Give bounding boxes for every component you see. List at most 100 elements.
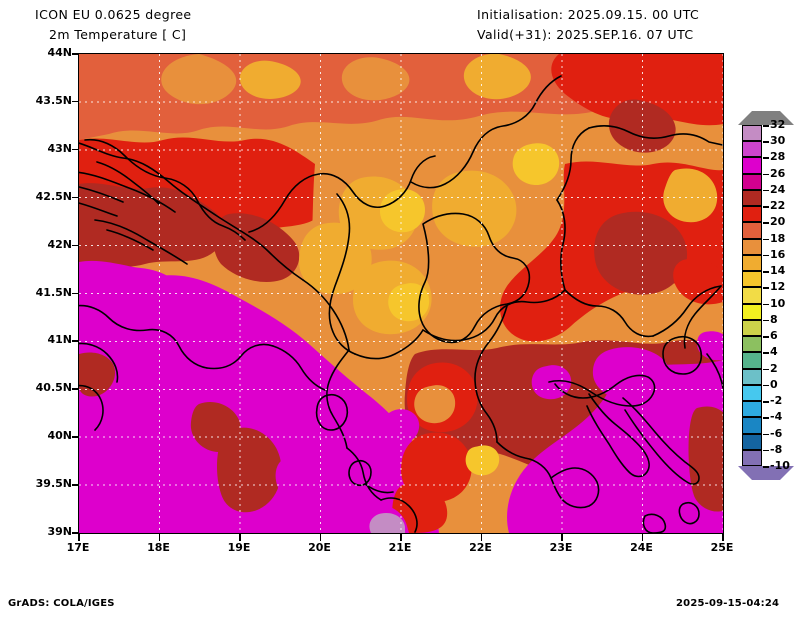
colorbar-segment [742,449,762,466]
x-tick-mark [158,533,160,541]
y-tick-mark [72,53,79,55]
colorbar-tick-mark [763,141,769,143]
colorbar-tick-mark [763,401,769,403]
colorbar-tick-mark [763,254,769,257]
colorbar-tick-mark [763,319,769,322]
x-tick-mark [319,533,321,541]
colorbar-tick-mark [763,287,769,289]
colorbar-tick-label: 18 [770,231,786,245]
colorbar-tick-mark [763,206,769,208]
colorbar: 32 30 28 26 24 22 20 18 16 14 12 10 8 6 4 2 0 -2 -4 -6 -8 -10 [738,111,794,480]
x-tick-mark [722,533,724,541]
colorbar-tick-mark [763,157,769,159]
colorbar-tick-mark [763,125,769,127]
y-tick-label: 43.5N [35,93,72,107]
colorbar-tick-label: 12 [770,280,786,294]
map-canvas [79,54,723,533]
colorbar-tick-label: 28 [770,150,786,164]
x-tick-label: 24E [630,541,653,554]
colorbar-tick-label: 8 [770,312,778,326]
x-tick-mark [641,533,643,541]
y-tick-mark [72,388,79,390]
colorbar-tick-label: -4 [770,410,783,424]
colorbar-tick-label: -2 [770,394,783,408]
colorbar-tick-mark [763,271,769,273]
colorbar-tick-label: 14 [770,264,786,278]
colorbar-segment [742,206,762,223]
valid-time: Valid(+31): 2025.SEP.16. 07 UTC [477,27,694,42]
colorbar-segment [742,417,762,434]
colorbar-segment [742,222,762,239]
colorbar-segment [742,384,762,402]
colorbar-segment [742,433,762,450]
y-tick-label: 39.5N [35,477,72,491]
colorbar-tick-mark [763,417,769,419]
colorbar-tick-label: 4 [770,345,778,359]
colorbar-segment [742,189,762,207]
grid-lines [79,54,723,533]
colorbar-segment [742,303,762,320]
colorbar-segment [742,287,762,304]
colorbar-tick-mark [763,466,769,468]
temperature-map [78,53,724,534]
colorbar-tick-label: 16 [770,247,786,261]
y-tick-label: 42.5N [35,189,72,203]
colorbar-segment [742,319,762,337]
colorbar-segment [742,336,762,353]
y-tick-label: 40N [47,429,72,443]
y-tick-mark [72,436,79,438]
footer-timestamp: 2025-09-15-04:24 [676,598,780,609]
colorbar-tick-label: 24 [770,182,786,196]
model-title: ICON EU 0.0625 degree [35,7,192,22]
y-tick-mark [72,340,79,342]
coastline-layer [79,75,723,533]
colorbar-tick-label: 6 [770,329,778,343]
colorbar-tick-label: 26 [770,166,786,180]
x-tick-mark [239,533,241,541]
y-tick-mark [72,196,79,199]
footer-credit: GrADS: COLA/IGES [8,598,115,609]
x-tick-mark [561,533,563,541]
colorbar-tick-mark [763,336,769,338]
y-axis: 39N 39.5N 40N 40.5N 41N 41.5N 42N 42.5N 43N 43.5N… [0,0,79,618]
colorbar-tick-label: 32 [770,118,786,131]
y-tick-label: 40.5N [35,381,72,395]
colorbar-segment [742,141,762,158]
colorbar-tick-mark [763,384,769,387]
x-tick-mark [78,533,80,541]
colorbar-segment [742,368,762,385]
x-tick-label: 17E [66,541,90,554]
colorbar-tick-mark [763,352,769,354]
colorbar-tick-label: 2 [770,361,778,375]
x-tick-label: 23E [549,541,573,554]
colorbar-segment [742,271,762,288]
x-tick-label: 22E [469,541,492,554]
colorbar-tick-label: 10 [770,296,786,310]
y-tick-label: 39N [47,525,72,538]
x-tick-mark [480,533,482,541]
y-tick-mark [72,292,79,294]
colorbar-bottom-arrow [738,466,794,480]
x-tick-label: 25E [710,541,734,554]
colorbar-segment [742,157,762,174]
colorbar-tick-label: 20 [770,215,786,229]
colorbar-tick-label: 30 [770,134,786,148]
x-tick-mark [400,533,402,541]
colorbar-segment [742,352,762,369]
colorbar-tick-mark [763,173,769,176]
colorbar-top-arrow [738,111,794,125]
colorbar-segment [742,173,762,190]
colorbar-tick-label: -6 [770,426,783,440]
x-tick-label: 18E [147,541,170,554]
colorbar-tick-label: -10 [770,459,790,472]
colorbar-tick-label: -8 [770,442,783,456]
colorbar-tick-mark [763,449,769,452]
colorbar-tick-mark [763,368,769,371]
y-tick-label: 43N [47,141,72,155]
colorbar-tick-mark [763,238,769,241]
colorbar-segment [742,238,762,255]
y-tick-label: 42N [47,237,72,251]
x-tick-label: 20E [308,541,331,554]
colorbar-tick-label: 0 [770,377,778,391]
